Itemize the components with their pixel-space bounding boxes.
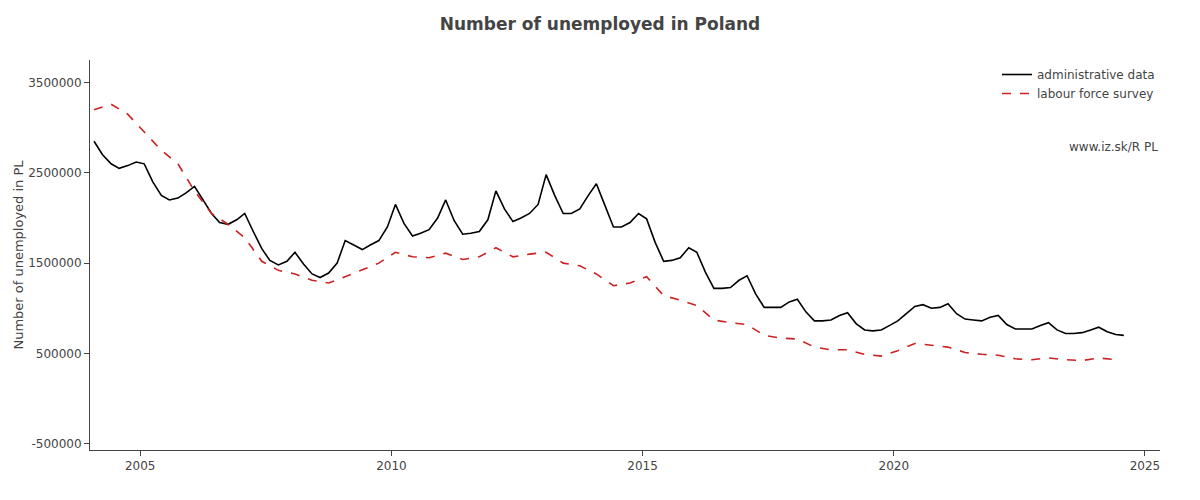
svg-text:2005: 2005 <box>125 459 156 473</box>
svg-text:500000: 500000 <box>36 347 82 361</box>
svg-text:Number of unemployed in Poland: Number of unemployed in Poland <box>440 14 760 34</box>
svg-text:2010: 2010 <box>376 459 407 473</box>
svg-text:-500000: -500000 <box>31 437 81 451</box>
svg-text:labour force survey: labour force survey <box>1037 87 1153 101</box>
svg-text:2020: 2020 <box>878 459 909 473</box>
svg-text:2015: 2015 <box>627 459 658 473</box>
svg-text:2025: 2025 <box>1130 459 1161 473</box>
svg-text:Number of unemployed in PL: Number of unemployed in PL <box>11 160 26 350</box>
svg-text:www.iz.sk/R PL: www.iz.sk/R PL <box>1069 140 1158 154</box>
svg-text:administrative data: administrative data <box>1037 68 1155 82</box>
svg-text:2500000: 2500000 <box>28 166 81 180</box>
svg-text:1500000: 1500000 <box>28 256 81 270</box>
svg-text:3500000: 3500000 <box>28 76 81 90</box>
